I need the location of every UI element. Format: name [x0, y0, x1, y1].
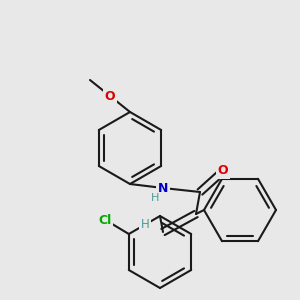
Text: O: O	[218, 164, 228, 178]
Text: O: O	[105, 89, 115, 103]
Text: N: N	[158, 182, 168, 194]
Text: H: H	[151, 193, 159, 203]
Text: H: H	[141, 218, 149, 230]
Text: Cl: Cl	[98, 214, 111, 226]
